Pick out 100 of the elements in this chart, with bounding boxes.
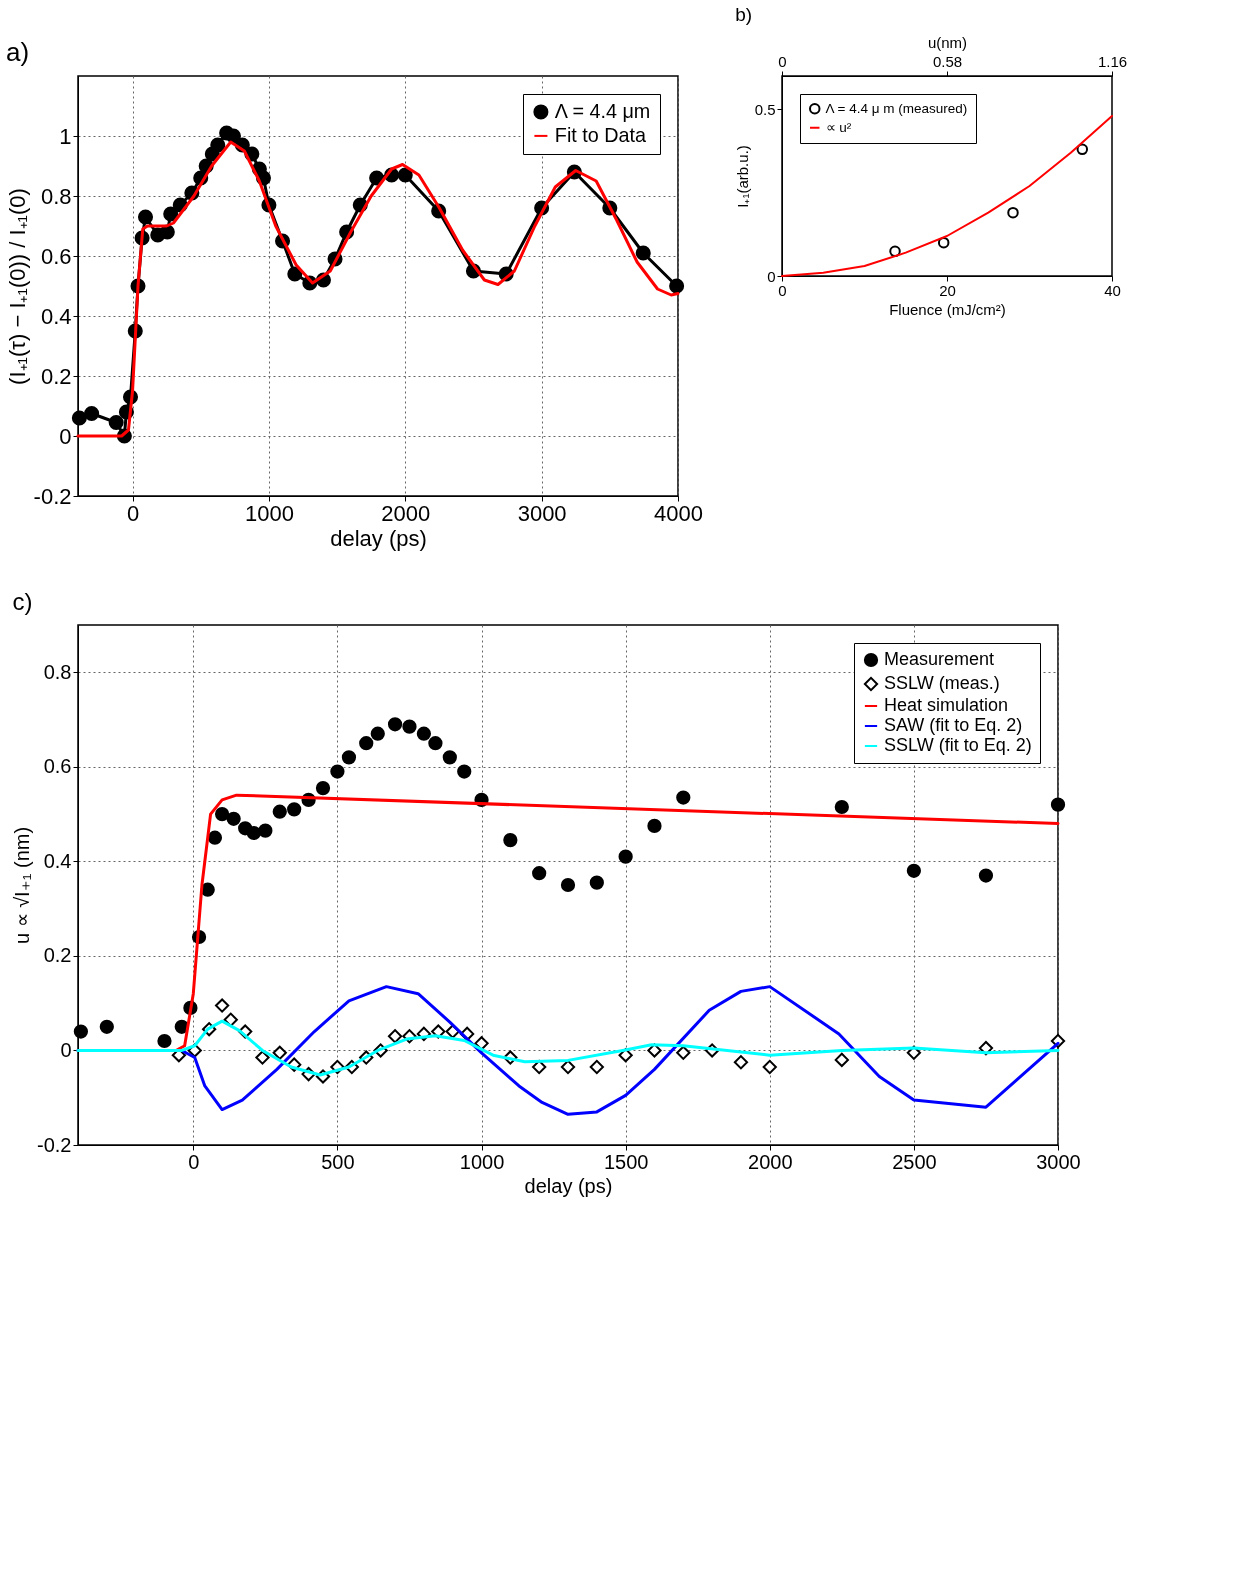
legend-label: SSLW (meas.) — [884, 673, 1000, 693]
point — [387, 717, 403, 732]
point — [341, 750, 357, 765]
x2-tick-label: 1.16 — [1097, 52, 1128, 70]
y-tick-label: 0.5 — [754, 100, 776, 118]
point — [416, 726, 432, 741]
point — [676, 1045, 691, 1060]
point — [99, 1019, 114, 1034]
x-axis-title: delay (ps) — [330, 525, 427, 551]
point — [889, 245, 901, 258]
legend-label: Measurement — [884, 649, 995, 669]
point — [635, 245, 651, 261]
point — [370, 726, 385, 741]
point — [589, 1059, 604, 1075]
x2-tick-label: 0 — [778, 52, 787, 70]
point — [560, 1059, 576, 1075]
y-axis-title: (I₊₁(τ) − I₊₁(0)) / I₊₁(0) — [4, 188, 30, 385]
point — [503, 832, 518, 848]
point — [560, 877, 576, 893]
y-tick-label: 0.6 — [43, 755, 72, 778]
point — [618, 1048, 633, 1063]
point — [272, 804, 287, 819]
point — [73, 1024, 89, 1039]
x-tick-label: 0 — [126, 500, 140, 526]
x-tick-label: 1500 — [603, 1150, 649, 1173]
point — [834, 1052, 849, 1068]
y-tick-label: 0.6 — [40, 243, 72, 269]
y-tick-label: 0.8 — [43, 660, 72, 683]
x2-axis-title: u(nm) — [927, 33, 968, 51]
x-tick-label: 2500 — [892, 1150, 937, 1173]
point — [272, 1045, 287, 1060]
y-tick-label: 0.2 — [40, 363, 72, 389]
y-tick-label: -0.2 — [33, 483, 72, 509]
x-axis-title: Fluence (mJ/cm²) — [889, 300, 1006, 318]
x-tick-label: 40 — [1104, 281, 1121, 299]
y-axis-title: I₊₁(arb.u.) — [733, 145, 751, 208]
y-tick-label: 0 — [60, 1038, 72, 1061]
y-tick-label: 0.4 — [40, 303, 72, 329]
legend-label: Heat simulation — [884, 695, 1009, 715]
point — [71, 410, 87, 426]
point — [359, 736, 374, 751]
point — [589, 875, 604, 890]
point — [210, 137, 226, 153]
point — [214, 998, 230, 1013]
point — [315, 780, 331, 796]
y-tick-label: 1 — [59, 123, 72, 149]
point — [647, 818, 662, 834]
point — [937, 236, 950, 249]
point — [442, 750, 457, 765]
chart-title: b) — [735, 4, 753, 25]
y-tick-label: 0.8 — [40, 183, 72, 209]
legend-label: SAW (fit to Eq. 2) — [884, 715, 1023, 735]
point — [226, 811, 241, 826]
x-tick-label: 3000 — [517, 500, 567, 526]
point — [223, 1012, 238, 1027]
point — [255, 1050, 270, 1065]
point — [330, 764, 345, 779]
point — [258, 823, 273, 838]
point — [618, 849, 633, 864]
point — [246, 825, 261, 841]
point — [214, 806, 230, 822]
point — [402, 719, 417, 734]
legend-label: Λ = 4.4 μ m (measured) — [825, 100, 968, 116]
x-tick-label: 20 — [939, 281, 956, 299]
point — [1050, 797, 1066, 812]
chart-title: a) — [6, 37, 30, 67]
point — [157, 1033, 172, 1049]
legend-label: SSLW (fit to Eq. 2) — [884, 735, 1032, 755]
x-tick-label: 0 — [188, 1150, 200, 1173]
point — [532, 866, 547, 881]
point — [457, 764, 472, 779]
point — [207, 830, 223, 845]
point — [676, 790, 691, 805]
point — [108, 414, 124, 431]
x-tick-label: 500 — [321, 1150, 355, 1173]
point — [137, 209, 154, 225]
point — [474, 1036, 489, 1051]
point — [397, 167, 413, 183]
point — [287, 802, 302, 817]
point — [387, 1029, 403, 1044]
y-tick-label: -0.2 — [37, 1133, 72, 1156]
point — [834, 799, 849, 815]
point — [287, 266, 303, 282]
legend-label: Λ = 4.4 μm — [554, 99, 651, 122]
x-tick-label: 1000 — [244, 500, 294, 526]
x-tick-label: 3000 — [1036, 1150, 1081, 1173]
x-tick-label: 0 — [778, 281, 787, 299]
chart-title: c) — [12, 588, 33, 615]
legend-label: ∝ u² — [825, 119, 852, 135]
y-axis-title: u ∝ √I₊₁ (nm) — [11, 826, 34, 945]
point — [762, 1059, 777, 1075]
point — [1076, 143, 1089, 156]
x-axis-title: delay (ps) — [524, 1174, 613, 1197]
x-tick-label: 2000 — [381, 500, 431, 526]
point — [733, 1055, 749, 1070]
x-tick-label: 4000 — [654, 500, 703, 526]
legend-label: Fit to Data — [554, 123, 647, 146]
point — [1007, 206, 1019, 219]
x2-tick-label: 0.58 — [932, 52, 963, 70]
x-tick-label: 1000 — [459, 1150, 505, 1173]
